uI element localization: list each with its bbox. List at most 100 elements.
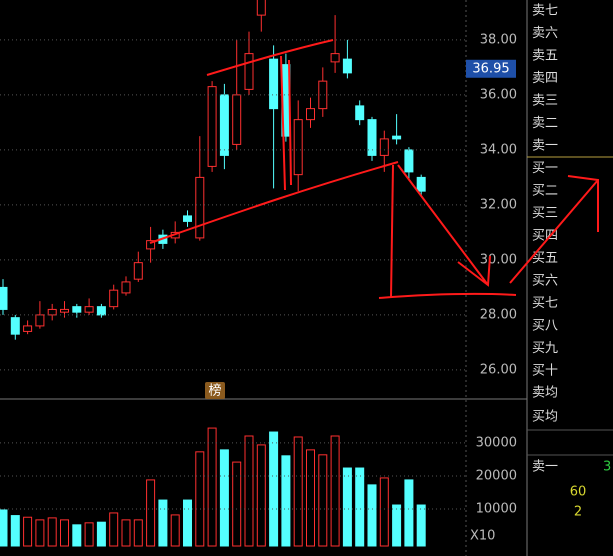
volume-bar [281, 455, 291, 547]
candle-body [23, 325, 33, 332]
volume-bar [269, 431, 279, 547]
book-level: 卖二 [532, 116, 558, 131]
volume-bar [306, 449, 315, 547]
volume-bar [219, 449, 229, 547]
footer-value: 3 [603, 460, 611, 475]
annotation-arrow [509, 175, 599, 284]
candle-body [355, 105, 365, 121]
y-tick-label: 32.00 [480, 197, 517, 212]
candle-body [47, 308, 57, 316]
annotation-line [206, 39, 334, 76]
candle-body [244, 53, 254, 90]
volume-bar [170, 514, 180, 547]
candle-body [232, 94, 242, 145]
volume-bar [121, 519, 131, 547]
volume-bar [293, 436, 303, 547]
book-level: 卖七 [532, 4, 558, 19]
candle-body [10, 317, 20, 335]
book-level: 卖一 [532, 139, 558, 154]
volume-bar [244, 435, 254, 547]
book-level: 买五 [532, 251, 558, 266]
candle-body [96, 306, 106, 316]
candle-body [416, 176, 426, 192]
volume-bar [183, 499, 192, 547]
candle-body [342, 58, 352, 74]
candle-body [256, 0, 266, 16]
volume-bar [60, 519, 69, 547]
candle-body [109, 289, 119, 308]
annotations [149, 39, 599, 299]
book-level: 买七 [532, 296, 558, 311]
candle-body [0, 286, 8, 310]
candle-body [330, 53, 340, 63]
book-level: 买四 [532, 229, 558, 244]
volume-bar [355, 467, 365, 547]
volume-bar [47, 517, 57, 547]
annotation-line [149, 161, 399, 244]
book-level: 买一 [532, 161, 558, 176]
volume-bar [35, 519, 45, 547]
volume-bar [367, 484, 377, 547]
volume-bar [23, 516, 33, 547]
book-level: 买三 [532, 206, 558, 221]
candle-body [133, 262, 143, 280]
annotation-line [280, 55, 292, 191]
book-level: 卖六 [532, 26, 558, 41]
candle-body [72, 306, 82, 313]
book-level: 买八 [532, 319, 558, 334]
y-tick-label: 36.00 [480, 87, 517, 102]
book-extra: 60 [570, 485, 587, 500]
last-price: 36.95 [472, 61, 509, 76]
candle-body [183, 215, 192, 222]
volume-bar [379, 477, 389, 547]
candle-body [60, 308, 69, 313]
y-tick-label: 28.00 [480, 307, 517, 322]
last-price-box [466, 59, 516, 78]
candle-body [392, 135, 402, 140]
axes: 26.00 28.00 30.00 32.00 34.00 36.00 38.00 36.95… [0, 32, 517, 544]
book-level: 卖三 [532, 94, 558, 109]
book-level: 买六 [532, 274, 558, 289]
candle-body [293, 119, 303, 176]
volume-bar [256, 444, 266, 547]
volume-bar [232, 461, 242, 547]
candle-body [318, 80, 328, 110]
badge-box [205, 382, 225, 399]
candle-body [367, 119, 377, 156]
candle-body [269, 58, 279, 110]
book-extra: 2 [574, 505, 582, 520]
volume-bar [133, 519, 143, 547]
annotation-line [378, 164, 517, 299]
y-tick-label: 26.00 [480, 362, 517, 377]
candle-body [306, 108, 315, 121]
annotation-arrow [397, 164, 491, 287]
order-book: 卖七卖六卖五卖四卖三卖二卖一买一买二买三买四买五买六买七买八买九买十卖均买均卖一… [532, 4, 611, 520]
unit-label: X10 [470, 529, 495, 544]
candle-body [121, 281, 131, 294]
candle-body [195, 176, 205, 239]
volume-bar [330, 435, 340, 547]
candle-body [404, 149, 414, 173]
volume-bar [109, 512, 119, 547]
candle-body [35, 314, 45, 327]
volume-bar [207, 427, 217, 547]
volume-bar [158, 499, 168, 547]
price-panel [0, 0, 426, 340]
volume-bar [0, 509, 8, 547]
volume-bar [342, 467, 352, 547]
book-level: 卖四 [532, 71, 558, 86]
y-tick-label: 34.00 [480, 142, 517, 157]
y-tick-label: 10000 [476, 501, 517, 516]
book-level: 卖均 [532, 386, 558, 401]
candle-body [379, 138, 389, 156]
candle-body [219, 94, 229, 156]
book-level: 买二 [532, 184, 558, 199]
volume-bar [72, 524, 82, 547]
volume-bar [404, 479, 414, 547]
book-level: 买均 [532, 410, 558, 425]
y-tick-label: 30.00 [480, 252, 517, 267]
badge: 榜 [208, 383, 221, 399]
volume-bar [392, 504, 402, 547]
volume-bar [10, 515, 20, 547]
